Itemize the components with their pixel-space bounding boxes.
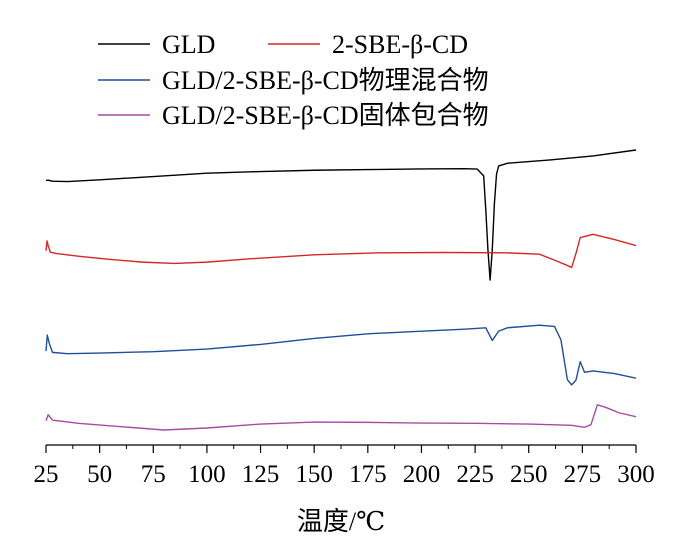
x-tick-label: 50 bbox=[87, 461, 112, 488]
x-tick-label: 25 bbox=[34, 461, 59, 488]
legend-label-3: GLD/2-SBE-β-CD物理混合物 bbox=[162, 66, 489, 95]
x-tick-label: 275 bbox=[564, 461, 602, 488]
legend-label-4: GLD/2-SBE-β-CD固体包合物 bbox=[162, 101, 489, 130]
series-line-2 bbox=[45, 233, 637, 269]
series-line-3 bbox=[45, 324, 637, 386]
x-tick-label: 300 bbox=[617, 461, 655, 488]
x-axis-label: 温度/℃ bbox=[297, 507, 385, 536]
legend: GLD 2-SBE-β-CD GLD/2-SBE-β-CD物理混合物 GLD/2-SB… bbox=[98, 30, 489, 130]
x-tick-label: 100 bbox=[188, 461, 226, 488]
legend-label-2: 2-SBE-β-CD bbox=[332, 30, 468, 59]
series-line-1 bbox=[45, 149, 637, 281]
series-lines bbox=[45, 149, 637, 431]
legend-label-1: GLD bbox=[162, 30, 215, 59]
x-axis: 25 50 75 100 125 150 175 200 225 250 275 300 bbox=[34, 444, 655, 488]
series-line-4 bbox=[45, 404, 637, 431]
x-tick-label: 125 bbox=[242, 461, 280, 488]
x-tick-label: 175 bbox=[349, 461, 387, 488]
x-tick-label: 225 bbox=[456, 461, 494, 488]
x-tick-label: 250 bbox=[510, 461, 548, 488]
x-tick-label: 75 bbox=[141, 461, 166, 488]
x-tick-label: 200 bbox=[403, 461, 441, 488]
x-tick-label: 150 bbox=[295, 461, 333, 488]
